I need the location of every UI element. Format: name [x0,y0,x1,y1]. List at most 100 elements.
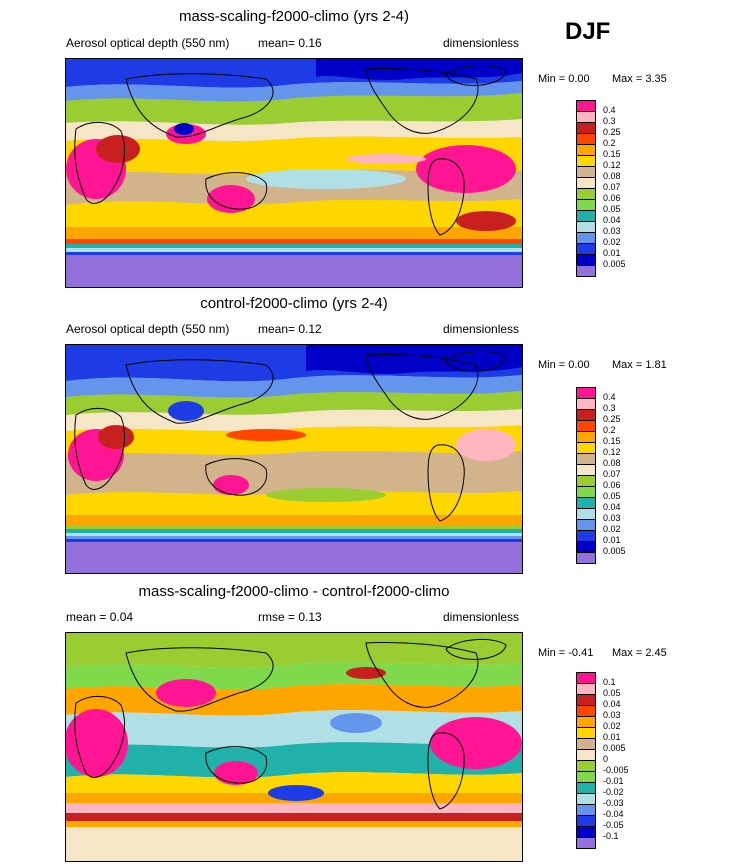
panel-3-rmse: rmse = 0.13 [258,610,322,624]
panel-3-units: dimensionless [443,610,520,624]
colorbar-label: 0.06 [603,480,621,490]
panel-1-title: mass-scaling-f2000-climo (yrs 2-4) [178,8,410,25]
panel-1-mean: mean= 0.16 [258,36,322,50]
colorbar-swatch [576,387,596,398]
colorbar-label: 0.05 [603,688,621,698]
panel-3-title: mass-scaling-f2000-climo - control-f2000… [138,583,450,600]
colorbar-label: 0.3 [603,403,616,413]
colorbar-swatch [576,475,596,486]
panel-3-min: Min = -0.41 [538,647,594,659]
colorbar-swatch [576,133,596,144]
colorbar-swatch [576,497,596,508]
colorbar-label: 0.1 [603,677,616,687]
colorbar-swatch [576,826,596,837]
colorbar-label: 0.02 [603,524,621,534]
panel-1-variable-label: Aerosol optical depth (550 nm) [66,36,230,50]
colorbar-swatch [576,738,596,749]
colorbar-label: 0.005 [603,259,626,269]
colorbar-label: 0.03 [603,226,621,236]
colorbar-label: 0.02 [603,721,621,731]
colorbar-label: 0.01 [603,535,621,545]
panel-2-units: dimensionless [443,322,520,336]
colorbar-label: -0.02 [603,787,624,797]
colorbar-swatch [576,804,596,815]
colorbar-swatch [576,683,596,694]
colorbar-swatch [576,705,596,716]
panel-1-min: Min = 0.00 [538,73,590,85]
colorbar-swatch [576,815,596,826]
panel-1-map [65,58,523,288]
colorbar-swatch [576,398,596,409]
colorbar-swatch [576,265,596,277]
colorbar-swatch [576,144,596,155]
colorbar-label: -0.1 [603,831,619,841]
colorbar-swatch [576,552,596,564]
colorbar-swatch [576,409,596,420]
colorbar-label: 0.02 [603,237,621,247]
colorbar-label: 0.15 [603,149,621,159]
colorbar-swatch [576,771,596,782]
panel-3-max: Max = 2.45 [612,647,667,659]
colorbar-swatch [576,716,596,727]
season-label: DJF [565,18,611,45]
colorbar-label: -0.03 [603,798,624,808]
panel-2-variable-label: Aerosol optical depth (550 nm) [66,322,230,336]
panel-2-title: control-f2000-climo (yrs 2-4) [200,295,388,312]
panel-3-mean: mean = 0.04 [66,610,134,624]
colorbar-label: 0.07 [603,469,621,479]
colorbar-label: 0.3 [603,116,616,126]
colorbar-swatch [576,672,596,683]
colorbar-label: 0.12 [603,160,621,170]
colorbar-swatch [576,541,596,552]
colorbar-label: 0.04 [603,502,621,512]
colorbar-label: 0.4 [603,392,616,402]
panel-1-max: Max = 3.35 [612,73,667,85]
panel-3-map [65,632,523,862]
panel-2-min: Min = 0.00 [538,359,590,371]
colorbar-swatch [576,464,596,475]
colorbar-label: 0.04 [603,699,621,709]
colorbar-swatch [576,727,596,738]
colorbar-label: 0.03 [603,710,621,720]
colorbar-swatch [576,100,596,111]
panel-2-colorbar: 0.4 0.3 0.25 0.2 0.15 0.12 0.08 0.07 0.06 0.05 0.0… [576,387,636,567]
colorbar-swatch [576,519,596,530]
colorbar-label: 0.08 [603,458,621,468]
colorbar-swatch [576,431,596,442]
colorbar-swatch [576,782,596,793]
colorbar-label: -0.005 [603,765,629,775]
colorbar-label: 0.2 [603,138,616,148]
colorbar-label: 0.005 [603,743,626,753]
panel-1-colorbar: 0.4 0.3 0.25 0.2 0.15 0.12 0.08 0.07 0.06 0.05 0.0… [576,100,636,280]
colorbar-label: 0.2 [603,425,616,435]
colorbar-label: 0.07 [603,182,621,192]
colorbar-swatch [576,420,596,431]
colorbar-swatch [576,155,596,166]
colorbar-label: 0.12 [603,447,621,457]
colorbar-swatch [576,111,596,122]
colorbar-swatch [576,177,596,188]
panel-1-units: dimensionless [443,36,520,50]
colorbar-label: 0.08 [603,171,621,181]
colorbar-swatch [576,243,596,254]
colorbar-swatch [576,210,596,221]
colorbar-label: -0.04 [603,809,624,819]
colorbar-swatch [576,837,596,849]
colorbar-swatch [576,166,596,177]
colorbar-swatch [576,199,596,210]
colorbar-label: 0.01 [603,732,621,742]
panel-2-map [65,344,523,574]
colorbar-swatch [576,254,596,265]
colorbar-label: 0.25 [603,414,621,424]
colorbar-swatch [576,453,596,464]
colorbar-label: -0.01 [603,776,624,786]
colorbar-swatch [576,221,596,232]
colorbar-swatch [576,760,596,771]
colorbar-swatch [576,122,596,133]
colorbar-swatch [576,188,596,199]
colorbar-label: 0.05 [603,491,621,501]
colorbar-label: 0.04 [603,215,621,225]
colorbar-swatch [576,530,596,541]
colorbar-label: 0.05 [603,204,621,214]
colorbar-label: 0.15 [603,436,621,446]
